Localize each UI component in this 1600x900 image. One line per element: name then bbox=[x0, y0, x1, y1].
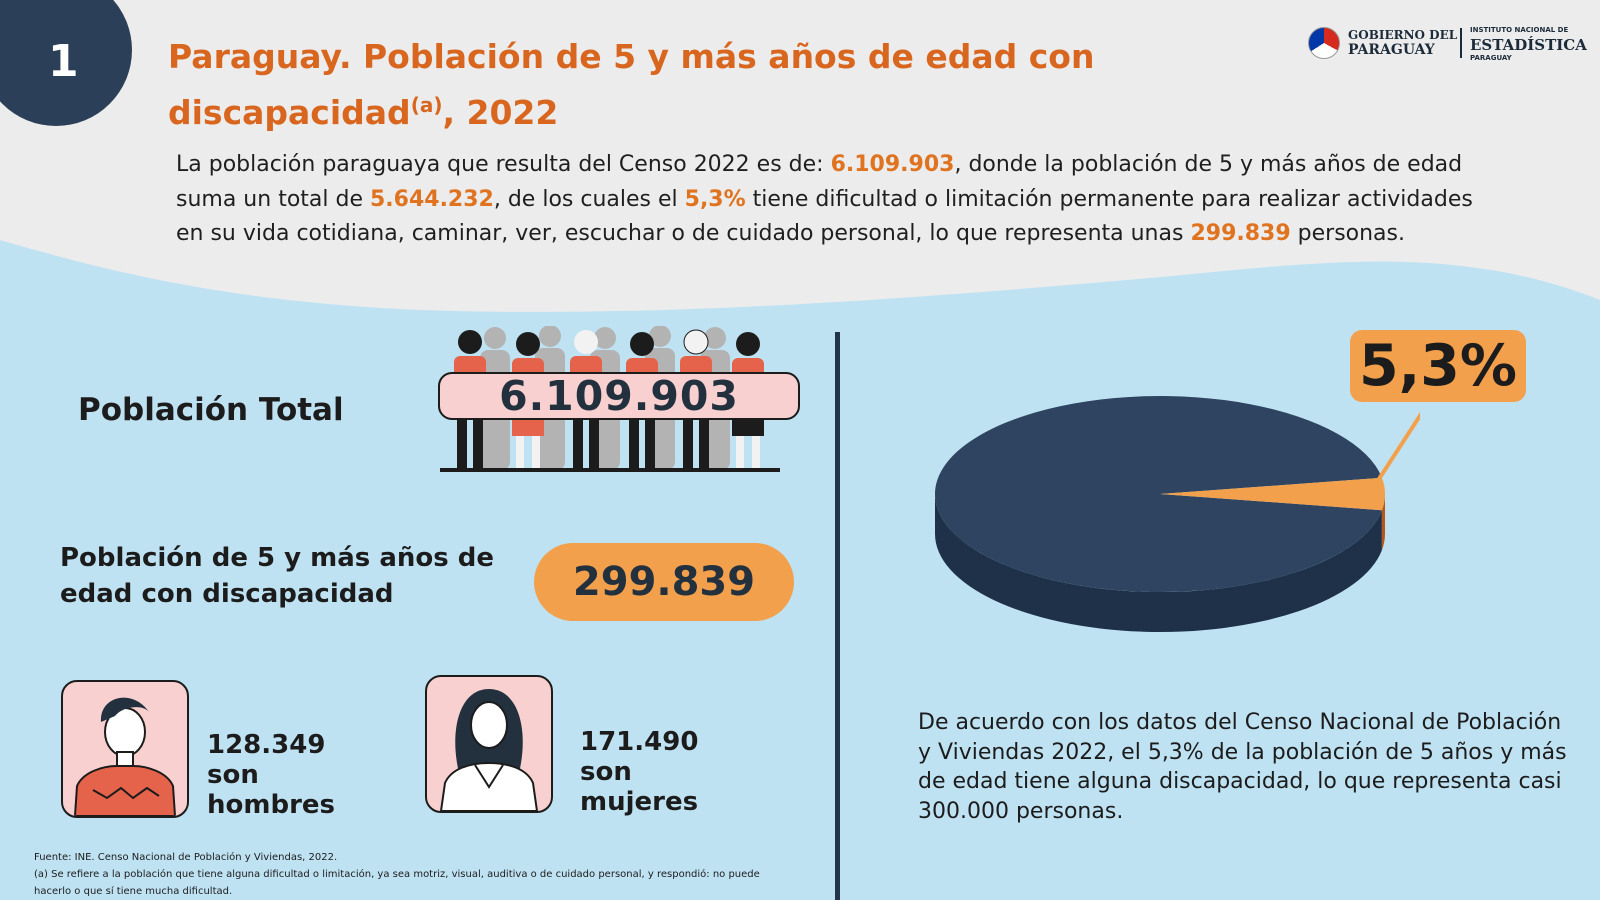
pie-percentage-label: 5,3% bbox=[1350, 330, 1526, 402]
institution-logo: GOBIERNO DEL PARAGUAY INSTITUTO NACIONAL… bbox=[1308, 24, 1587, 64]
pie-slice-large bbox=[935, 396, 1382, 592]
woman-avatar bbox=[425, 675, 553, 813]
source-line: Fuente: INE. Censo Nacional de Población… bbox=[34, 852, 338, 863]
men-count-text: 128.349 son hombres bbox=[207, 730, 336, 820]
column-divider bbox=[835, 332, 840, 900]
logo-ine-line2: ESTADÍSTICA bbox=[1470, 36, 1587, 54]
pie-leader-line bbox=[1375, 412, 1420, 484]
woman-icon bbox=[439, 689, 539, 811]
logo-separator bbox=[1460, 28, 1462, 58]
source-notes: Fuente: INE. Censo Nacional de Población… bbox=[34, 849, 774, 900]
pie-slice-side-small bbox=[1381, 494, 1385, 551]
disability-population-value: 299.839 bbox=[534, 543, 794, 621]
page-title: Paraguay. Población de 5 y más años de e… bbox=[168, 37, 1095, 132]
section-number-badge bbox=[0, 0, 132, 126]
pie-description: De acuerdo con los datos del Censo Nacio… bbox=[918, 710, 1567, 824]
total-population-value: 6.109.903 bbox=[438, 372, 800, 420]
logo-ine-line1: INSTITUTO NACIONAL DE bbox=[1470, 26, 1569, 34]
intro-paragraph: La población paraguaya que resulta del C… bbox=[176, 152, 1473, 246]
disability-pie-chart bbox=[935, 396, 1420, 633]
total-population-label: Población Total bbox=[78, 392, 344, 428]
women-count-text: 171.490 son mujeres bbox=[580, 727, 699, 817]
section-number: 1 bbox=[48, 36, 79, 87]
footnote-line: (a) Se refiere a la población que tiene … bbox=[34, 869, 760, 897]
man-avatar bbox=[61, 680, 189, 818]
logo-gov-line1: GOBIERNO DEL bbox=[1348, 28, 1458, 42]
pie-slice-small bbox=[1160, 477, 1385, 511]
disability-population-label: Población de 5 y más años de edad con di… bbox=[60, 543, 495, 609]
pie-slice-side-large bbox=[935, 494, 1382, 633]
man-icon bbox=[73, 697, 177, 816]
logo-ine-line3: PARAGUAY bbox=[1470, 54, 1512, 62]
paraguay-seal-icon bbox=[1308, 27, 1340, 59]
logo-gov-line2: PARAGUAY bbox=[1348, 42, 1435, 58]
